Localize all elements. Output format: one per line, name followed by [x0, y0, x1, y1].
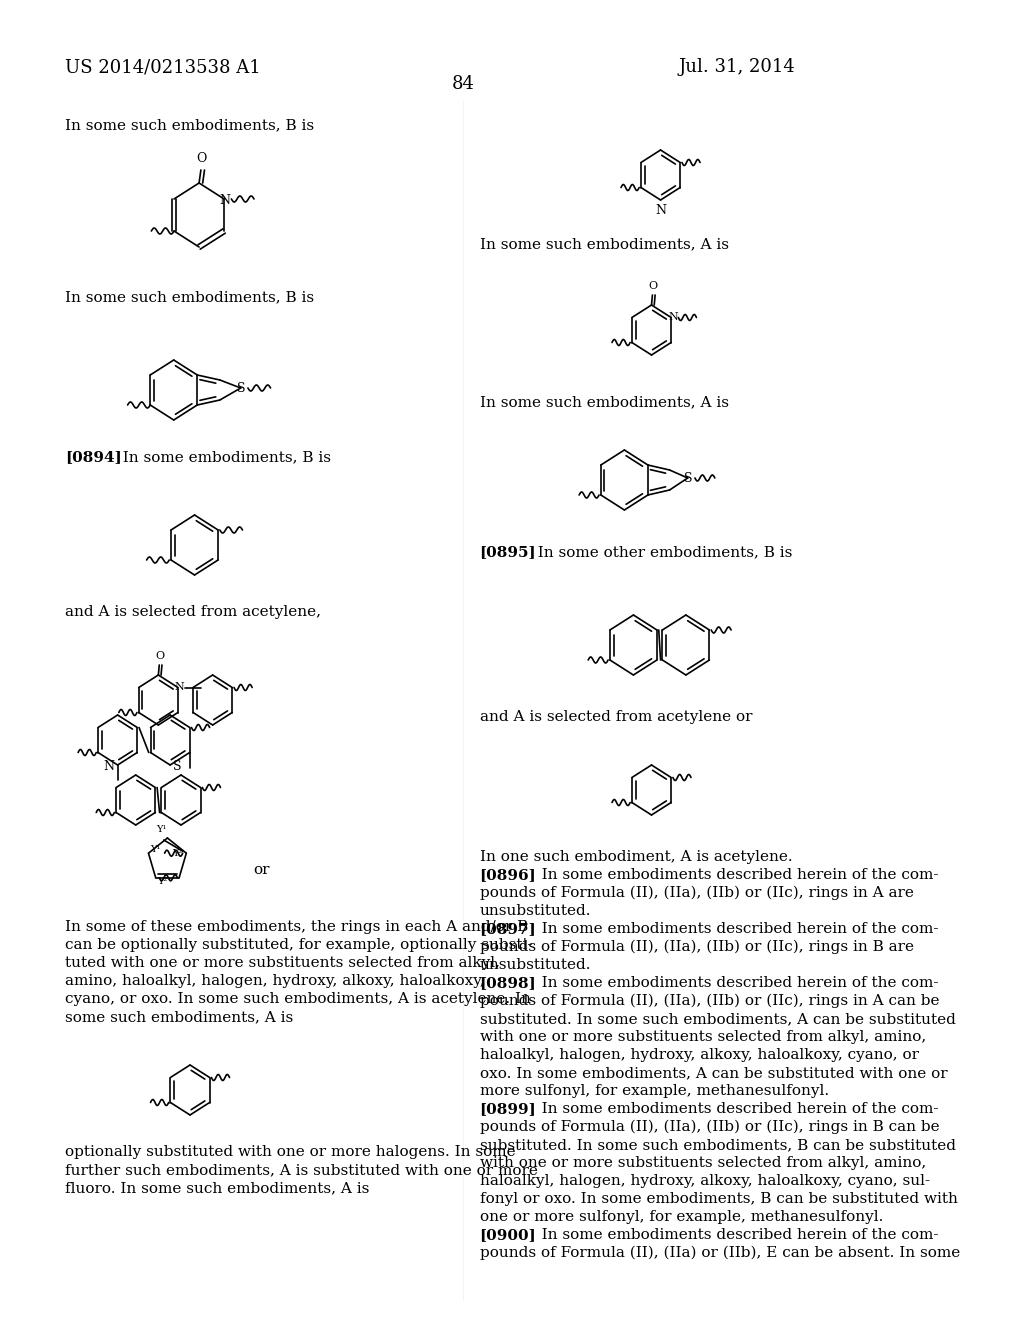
Text: haloalkyl, halogen, hydroxy, alkoxy, haloalkoxy, cyano, or: haloalkyl, halogen, hydroxy, alkoxy, hal…: [479, 1048, 919, 1063]
Text: haloalkyl, halogen, hydroxy, alkoxy, haloalkoxy, cyano, sul-: haloalkyl, halogen, hydroxy, alkoxy, hal…: [479, 1173, 930, 1188]
Text: N: N: [103, 760, 114, 774]
Text: tuted with one or more substituents selected from alkyl,: tuted with one or more substituents sele…: [66, 956, 500, 970]
Text: In some such embodiments, A is: In some such embodiments, A is: [479, 238, 729, 251]
Text: N: N: [175, 682, 184, 693]
Text: with one or more substituents selected from alkyl, amino,: with one or more substituents selected f…: [479, 1030, 926, 1044]
Text: S: S: [684, 471, 693, 484]
Text: S: S: [238, 381, 246, 395]
Text: In some other embodiments, B is: In some other embodiments, B is: [527, 545, 792, 558]
Text: Y²: Y²: [158, 878, 168, 886]
Text: or: or: [253, 863, 270, 876]
Text: N: N: [668, 313, 678, 322]
Text: In some embodiments, B is: In some embodiments, B is: [113, 450, 331, 465]
Text: with one or more substituents selected from alkyl, amino,: with one or more substituents selected f…: [479, 1156, 926, 1170]
Text: pounds of Formula (II), (IIa), (IIb) or (IIc), rings in A can be: pounds of Formula (II), (IIa), (IIb) or …: [479, 994, 939, 1008]
Text: Y¹: Y¹: [151, 845, 161, 854]
Text: In some embodiments described herein of the com-: In some embodiments described herein of …: [526, 921, 938, 936]
Text: [0898]: [0898]: [479, 975, 537, 990]
Text: N: N: [655, 205, 666, 216]
Text: [0900]: [0900]: [479, 1228, 537, 1242]
Text: oxo. In some embodiments, A can be substituted with one or: oxo. In some embodiments, A can be subst…: [479, 1067, 947, 1080]
Text: unsubstituted.: unsubstituted.: [479, 904, 591, 917]
Text: one or more sulfonyl, for example, methanesulfonyl.: one or more sulfonyl, for example, metha…: [479, 1210, 883, 1224]
Text: and A is selected from acetylene or: and A is selected from acetylene or: [479, 710, 752, 723]
Text: In one such embodiment, A is acetylene.: In one such embodiment, A is acetylene.: [479, 850, 793, 865]
Text: pounds of Formula (II), (IIa), (IIb) or (IIc), rings in B are: pounds of Formula (II), (IIa), (IIb) or …: [479, 940, 913, 954]
Text: [0895]: [0895]: [479, 545, 537, 558]
Text: Jul. 31, 2014: Jul. 31, 2014: [679, 58, 796, 77]
Text: fluoro. In some such embodiments, A is: fluoro. In some such embodiments, A is: [66, 1181, 370, 1195]
Text: cyano, or oxo. In some such embodiments, A is acetylene. In: cyano, or oxo. In some such embodiments,…: [66, 993, 531, 1006]
Text: Y²: Y²: [172, 849, 182, 858]
Text: pounds of Formula (II), (IIa), (IIb) or (IIc), rings in B can be: pounds of Formula (II), (IIa), (IIb) or …: [479, 1119, 939, 1134]
Text: In some such embodiments, B is: In some such embodiments, B is: [66, 117, 314, 132]
Text: In some embodiments described herein of the com-: In some embodiments described herein of …: [526, 869, 938, 882]
Text: O: O: [649, 281, 657, 290]
Text: further such embodiments, A is substituted with one or more: further such embodiments, A is substitut…: [66, 1163, 538, 1177]
Text: amino, haloalkyl, halogen, hydroxy, alkoxy, haloalkoxy,: amino, haloalkyl, halogen, hydroxy, alko…: [66, 974, 485, 987]
Text: [0897]: [0897]: [479, 921, 537, 936]
Text: pounds of Formula (II), (IIa) or (IIb), E can be absent. In some: pounds of Formula (II), (IIa) or (IIb), …: [479, 1246, 959, 1261]
Text: N: N: [219, 194, 230, 206]
Text: In some embodiments described herein of the com-: In some embodiments described herein of …: [526, 975, 938, 990]
Text: In some embodiments described herein of the com-: In some embodiments described herein of …: [526, 1102, 938, 1115]
Text: 84: 84: [452, 75, 475, 92]
Text: O: O: [197, 152, 207, 165]
Text: In some of these embodiments, the rings in each A and/or B: In some of these embodiments, the rings …: [66, 920, 528, 935]
Text: more sulfonyl, for example, methanesulfonyl.: more sulfonyl, for example, methanesulfo…: [479, 1084, 828, 1098]
Text: substituted. In some such embodiments, B can be substituted: substituted. In some such embodiments, B…: [479, 1138, 955, 1152]
Text: US 2014/0213538 A1: US 2014/0213538 A1: [66, 58, 261, 77]
Text: pounds of Formula (II), (IIa), (IIb) or (IIc), rings in A are: pounds of Formula (II), (IIa), (IIb) or …: [479, 886, 913, 900]
Text: Y¹: Y¹: [156, 825, 167, 834]
Text: In some such embodiments, B is: In some such embodiments, B is: [66, 290, 314, 304]
Text: In some embodiments described herein of the com-: In some embodiments described herein of …: [526, 1228, 938, 1242]
Text: [0896]: [0896]: [479, 869, 537, 882]
Text: S: S: [173, 760, 181, 774]
Text: [0894]: [0894]: [66, 450, 122, 465]
Text: some such embodiments, A is: some such embodiments, A is: [66, 1010, 294, 1024]
Text: optionally substituted with one or more halogens. In some: optionally substituted with one or more …: [66, 1144, 516, 1159]
Text: and A is selected from acetylene,: and A is selected from acetylene,: [66, 605, 322, 619]
Text: unsubstituted.: unsubstituted.: [479, 958, 591, 972]
Text: fonyl or oxo. In some embodiments, B can be substituted with: fonyl or oxo. In some embodiments, B can…: [479, 1192, 957, 1206]
Text: can be optionally substituted, for example, optionally substi-: can be optionally substituted, for examp…: [66, 939, 532, 952]
Text: In some such embodiments, A is: In some such embodiments, A is: [479, 395, 729, 409]
Text: [0899]: [0899]: [479, 1102, 537, 1115]
Text: O: O: [156, 651, 165, 661]
Text: substituted. In some such embodiments, A can be substituted: substituted. In some such embodiments, A…: [479, 1012, 955, 1026]
